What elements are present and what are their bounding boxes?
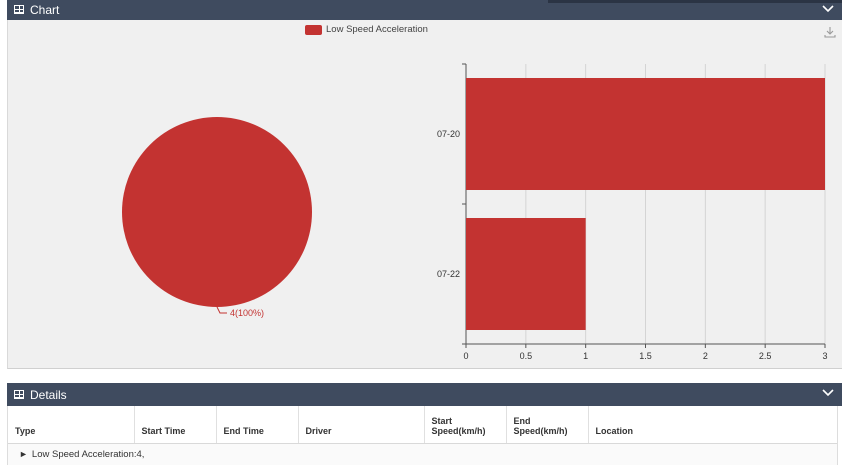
group-row[interactable]: ► Low Speed Acceleration:4, (8, 443, 837, 465)
col-end-speed[interactable]: End Speed(km/h) (506, 406, 589, 444)
header-accent-strip (548, 0, 842, 3)
chart-panel-title: Chart (30, 2, 60, 17)
col-driver[interactable]: Driver (298, 406, 425, 444)
y-tick-label: 07-22 (437, 269, 460, 279)
table-icon (14, 390, 24, 399)
col-type[interactable]: Type (8, 406, 135, 444)
pie-slice-label: 4(100%) (230, 308, 264, 318)
chart-panel-header[interactable]: Chart (7, 0, 842, 20)
x-tick-label: 1.5 (639, 351, 652, 361)
group-label: Low Speed Acceleration:4, (31, 448, 145, 460)
bar (466, 78, 825, 190)
details-table: Type Start Time End Time Driver Start Sp… (8, 406, 837, 465)
col-location[interactable]: Location (588, 406, 837, 444)
details-panel-title: Details (30, 387, 67, 402)
details-panel-header[interactable]: Details (7, 383, 842, 406)
bar (466, 218, 586, 330)
x-tick-label: 2.5 (759, 351, 772, 361)
chevron-down-icon[interactable] (822, 387, 834, 399)
x-tick-label: 3 (822, 351, 827, 361)
x-tick-label: 2 (703, 351, 708, 361)
chart-legend[interactable]: Low Speed Acceleration (305, 24, 428, 35)
download-icon[interactable] (824, 26, 836, 38)
y-tick-label: 07-20 (437, 129, 460, 139)
caret-right-icon[interactable]: ► (19, 448, 28, 459)
charts-canvas: 4(100%) 0 0.5 1 1.5 2 2.5 3 07-20 07-22 (122, 63, 828, 361)
legend-swatch (305, 24, 322, 35)
pie-label-line (216, 306, 227, 314)
pie-slice (122, 117, 312, 307)
details-table-wrap: Type Start Time End Time Driver Start Sp… (7, 406, 838, 465)
chart-area: Low Speed Acceleration 4(100%) 0 0.5 1 1.5 2 2… (7, 20, 842, 369)
chevron-down-icon[interactable] (822, 3, 834, 15)
table-header-row: Type Start Time End Time Driver Start Sp… (8, 406, 837, 444)
legend-label: Low Speed Acceleration (326, 24, 428, 35)
x-tick-label: 0.5 (520, 351, 533, 361)
col-end-time[interactable]: End Time (216, 406, 299, 444)
x-tick-label: 0 (463, 351, 468, 361)
x-tick-label: 1 (583, 351, 588, 361)
col-start-speed[interactable]: Start Speed(km/h) (424, 406, 507, 444)
table-icon (14, 5, 24, 14)
col-start-time[interactable]: Start Time (134, 406, 217, 444)
